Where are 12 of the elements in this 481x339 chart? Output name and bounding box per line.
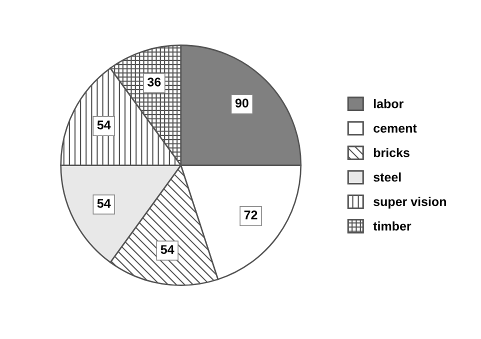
legend-label: super vision	[374, 196, 446, 209]
legend-label: labor	[374, 99, 404, 108]
data-label: 72	[244, 210, 258, 220]
legend-label: bricks	[374, 148, 410, 158]
data-label: 54	[160, 245, 174, 254]
data-label: 36	[147, 78, 161, 86]
data-label: 54	[97, 120, 111, 130]
legend-label: cement	[374, 124, 417, 133]
data-label: 90	[235, 98, 248, 108]
legend-label: timber	[373, 221, 412, 231]
data-label: 54	[97, 199, 111, 208]
legend-label: steel	[374, 172, 401, 182]
